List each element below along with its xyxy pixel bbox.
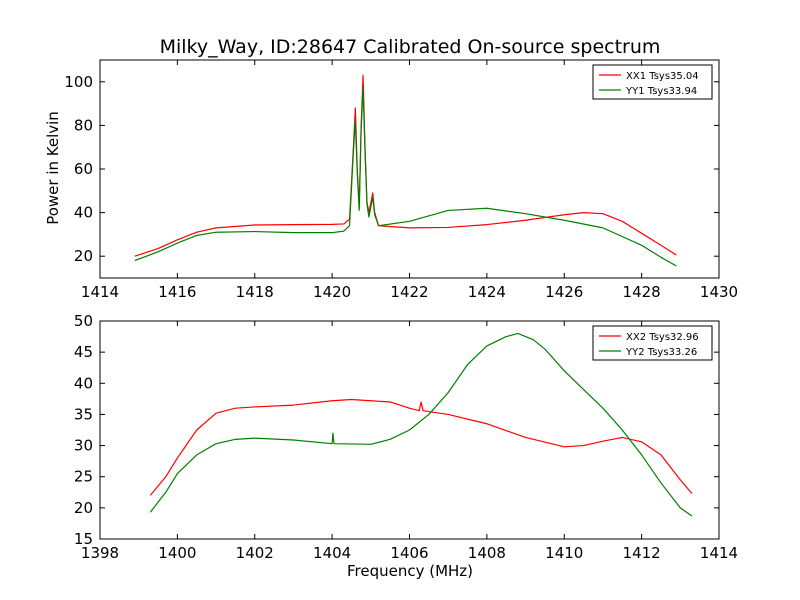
legend-entry: XX2 Tsys32.96 [626, 332, 699, 343]
y-tick-label: 100 [64, 73, 93, 91]
x-tick-label: 1408 [468, 544, 506, 562]
legend-entry: YY1 Tsys33.94 [625, 86, 697, 97]
y-axis-label: Power in Kelvin [44, 111, 62, 225]
y-tick-label: 20 [74, 247, 93, 265]
y-tick-label: 20 [74, 499, 93, 517]
top-spectrum-panel: 1414 1416 1418 1420 1422 1424 1426 1428 1430 20 40… [64, 60, 738, 301]
x-tick-label: 1404 [313, 544, 351, 562]
chart-title: Milky_Way, ID:28647 Calibrated On-source… [160, 36, 661, 58]
legend-entry: YY2 Tsys33.26 [625, 347, 697, 358]
x-axis-label: Frequency (MHz) [347, 562, 473, 580]
legend: XX2 Tsys32.96 YY2 Tsys33.26 [593, 326, 712, 360]
y-tick-label: 40 [74, 374, 93, 392]
legend-entry: XX1 Tsys35.04 [626, 71, 699, 82]
legend: XX1 Tsys35.04 YY1 Tsys33.94 [593, 65, 712, 99]
y-tick-label: 15 [74, 530, 93, 548]
x-tick-label: 1418 [236, 283, 274, 301]
x-tick-label: 1406 [390, 544, 428, 562]
y-tick-label: 80 [74, 116, 93, 134]
y-tick-label: 50 [74, 312, 93, 330]
x-tick-label: 1402 [236, 544, 274, 562]
y-tick-label: 25 [74, 468, 93, 486]
x-tick-label: 1414 [700, 544, 738, 562]
x-tick-label: 1428 [623, 283, 661, 301]
y-tick-label: 45 [74, 343, 93, 361]
x-tick-label: 1416 [158, 283, 196, 301]
y-tick-label: 30 [74, 437, 93, 455]
y-tick-label: 60 [74, 160, 93, 178]
x-tick-label: 1430 [700, 283, 738, 301]
x-tick-label: 1414 [81, 283, 119, 301]
x-tick-label: 1400 [158, 544, 196, 562]
x-tick-label: 1420 [313, 283, 351, 301]
bottom-spectrum-panel: 1398140014021404140614081410141214141520… [74, 312, 738, 562]
x-tick-label: 1410 [545, 544, 583, 562]
x-tick-label: 1422 [390, 283, 428, 301]
x-tick-label: 1426 [545, 283, 583, 301]
x-tick-label: 1424 [468, 283, 506, 301]
x-tick-label: 1412 [623, 544, 661, 562]
y-tick-label: 35 [74, 405, 93, 423]
y-tick-label: 40 [74, 204, 93, 222]
